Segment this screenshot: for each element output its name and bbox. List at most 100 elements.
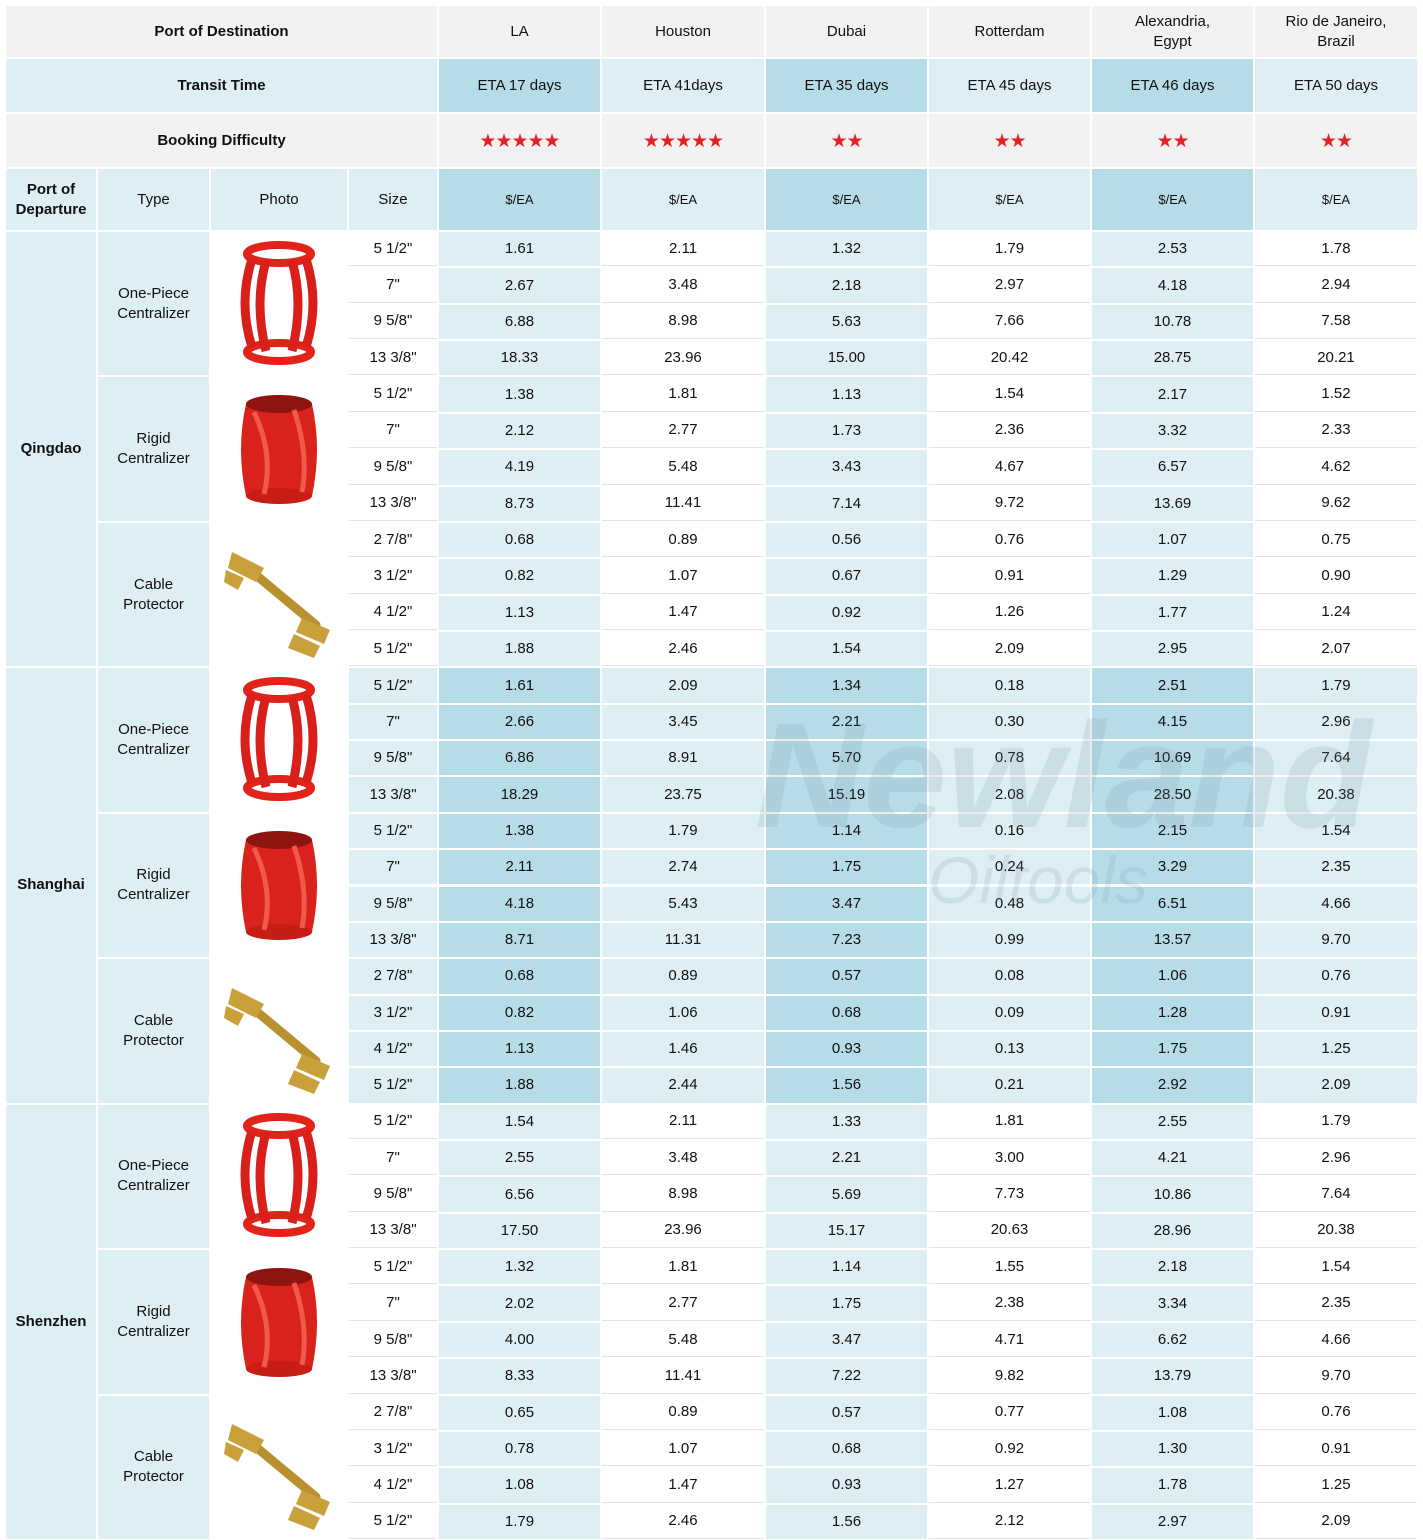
price: 0.92 — [766, 596, 927, 630]
price: 5.48 — [602, 1323, 764, 1357]
price: 2.11 — [602, 232, 764, 266]
price: 3.34 — [1092, 1286, 1253, 1320]
header-cell: Houston — [602, 6, 764, 57]
price: 8.98 — [602, 305, 764, 339]
price: 1.46 — [602, 1032, 764, 1066]
price: 4.67 — [929, 450, 1090, 484]
price: 2.02 — [439, 1286, 600, 1320]
price: 2.55 — [439, 1141, 600, 1175]
price-table: Port of DestinationLAHoustonDubaiRotterd… — [0, 0, 1423, 1540]
price: 0.57 — [766, 959, 927, 993]
price: 0.09 — [929, 996, 1090, 1030]
price: 1.29 — [1092, 559, 1253, 593]
price: 6.57 — [1092, 450, 1253, 484]
price: 0.89 — [602, 523, 764, 557]
header-cell: ★★★★★ — [439, 114, 600, 167]
price: 1.78 — [1092, 1468, 1253, 1502]
price: 1.08 — [439, 1468, 600, 1502]
price: 4.15 — [1092, 705, 1253, 739]
price: 0.48 — [929, 887, 1090, 921]
price: 1.32 — [439, 1250, 600, 1284]
price: 1.26 — [929, 596, 1090, 630]
price: 0.91 — [929, 559, 1090, 593]
size: 5 1/2" — [349, 814, 437, 848]
price: 1.07 — [602, 1432, 764, 1466]
size: 9 5/8" — [349, 741, 437, 775]
price: 0.92 — [929, 1432, 1090, 1466]
price: 0.24 — [929, 850, 1090, 884]
price: 2.15 — [1092, 814, 1253, 848]
product-photo — [224, 239, 334, 369]
product-photo — [224, 675, 334, 805]
price: 8.33 — [439, 1359, 600, 1393]
price: 15.19 — [766, 777, 927, 811]
price: 1.54 — [1255, 814, 1417, 848]
price: 0.65 — [439, 1396, 600, 1430]
price: 0.78 — [929, 741, 1090, 775]
size: 9 5/8" — [349, 305, 437, 339]
price: 28.75 — [1092, 341, 1253, 375]
price: 0.08 — [929, 959, 1090, 993]
price: 20.21 — [1255, 341, 1417, 375]
price: 1.79 — [929, 232, 1090, 266]
header-cell: ★★ — [929, 114, 1090, 167]
price: 1.73 — [766, 414, 927, 448]
price: 4.18 — [439, 887, 600, 921]
price: 28.50 — [1092, 777, 1253, 811]
unit-header: $/EA — [1255, 169, 1417, 230]
price: 11.31 — [602, 923, 764, 957]
product-type: Rigid Centralizer — [98, 814, 209, 957]
price: 0.75 — [1255, 523, 1417, 557]
size: 13 3/8" — [349, 341, 437, 375]
price: 2.12 — [929, 1505, 1090, 1539]
price: 1.56 — [766, 1068, 927, 1102]
price: 9.72 — [929, 487, 1090, 521]
price: 1.28 — [1092, 996, 1253, 1030]
price: 4.66 — [1255, 1323, 1417, 1357]
price: 0.30 — [929, 705, 1090, 739]
price: 6.56 — [439, 1177, 600, 1211]
price: 0.13 — [929, 1032, 1090, 1066]
size: 7" — [349, 850, 437, 884]
size: 7" — [349, 414, 437, 448]
price: 1.54 — [439, 1105, 600, 1139]
price: 0.76 — [1255, 1396, 1417, 1430]
price: 0.89 — [602, 959, 764, 993]
unit-header: $/EA — [439, 169, 600, 230]
price: 7.64 — [1255, 1177, 1417, 1211]
price: 1.32 — [766, 232, 927, 266]
price: 4.18 — [1092, 268, 1253, 302]
price: 3.00 — [929, 1141, 1090, 1175]
price: 1.07 — [1092, 523, 1253, 557]
price: 0.90 — [1255, 559, 1417, 593]
price: 0.99 — [929, 923, 1090, 957]
product-type: One-Piece Centralizer — [98, 668, 209, 811]
price: 1.88 — [439, 632, 600, 666]
price: 11.41 — [602, 1359, 764, 1393]
price: 0.68 — [766, 996, 927, 1030]
price: 1.38 — [439, 814, 600, 848]
price: 3.43 — [766, 450, 927, 484]
price: 0.76 — [929, 523, 1090, 557]
price: 0.67 — [766, 559, 927, 593]
row-label: Booking Difficulty — [6, 114, 437, 167]
price: 2.55 — [1092, 1105, 1253, 1139]
price: 1.78 — [1255, 232, 1417, 266]
price: 2.97 — [929, 268, 1090, 302]
price: 13.57 — [1092, 923, 1253, 957]
header-cell: ETA 17 days — [439, 59, 600, 112]
row-label: Transit Time — [6, 59, 437, 112]
price: 4.66 — [1255, 887, 1417, 921]
header-cell: Alexandria, Egypt — [1092, 6, 1253, 57]
price: 1.13 — [439, 1032, 600, 1066]
header-cell: ETA 35 days — [766, 59, 927, 112]
price: 8.73 — [439, 487, 600, 521]
price: 5.43 — [602, 887, 764, 921]
price: 0.56 — [766, 523, 927, 557]
size: 5 1/2" — [349, 632, 437, 666]
price: 1.07 — [602, 559, 764, 593]
size: 13 3/8" — [349, 777, 437, 811]
price: 23.75 — [602, 777, 764, 811]
price: 0.18 — [929, 668, 1090, 702]
unit-header: $/EA — [929, 169, 1090, 230]
